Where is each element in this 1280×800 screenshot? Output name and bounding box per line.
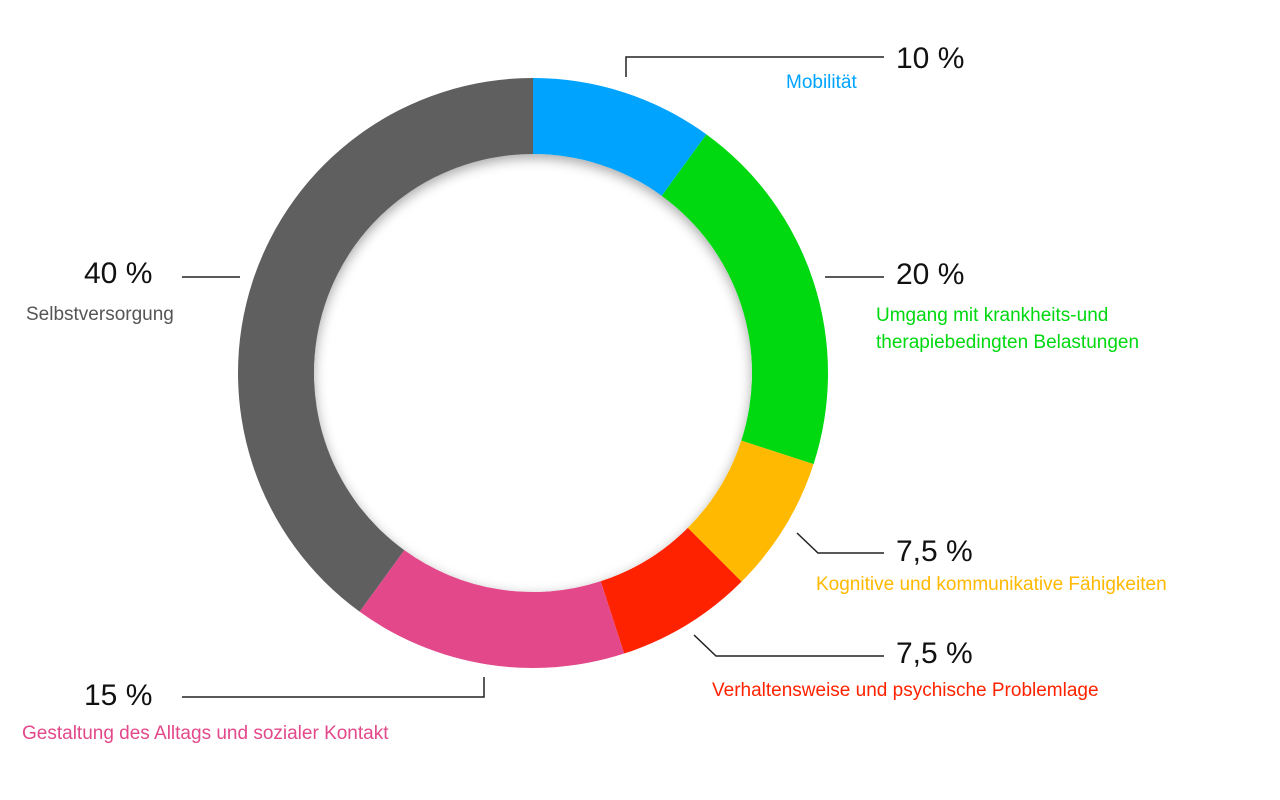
value-label-kognitive: 7,5 % bbox=[896, 535, 973, 568]
category-label-mobilitaet: Mobilität bbox=[786, 72, 857, 93]
leader-line-verhalten bbox=[693, 634, 884, 657]
category-label-verhalten: Verhaltensweise und psychische Problemla… bbox=[712, 680, 1099, 701]
value-label-verhalten: 7,5 % bbox=[896, 637, 973, 670]
donut-slice-mobilitaet bbox=[533, 78, 707, 196]
donut-slice-verhalten bbox=[600, 527, 742, 654]
category-label-belastungen: Umgang mit krankheits-und therapiebeding… bbox=[876, 305, 1140, 353]
category-label-gestaltung: Gestaltung des Alltags und sozialer Kont… bbox=[22, 723, 389, 744]
donut-slice-belastungen bbox=[661, 134, 828, 465]
leader-line-gestaltung bbox=[182, 677, 485, 698]
leader-line-mobilitaet bbox=[625, 56, 884, 77]
value-label-mobilitaet: 10 % bbox=[896, 42, 965, 75]
value-label-selbstversorgung: 40 % bbox=[84, 257, 153, 290]
donut-slice-selbstversorgung bbox=[237, 78, 533, 612]
category-label-kognitive: Kognitive und kommunikative Fähigkeiten bbox=[816, 574, 1167, 595]
leader-line-kognitive bbox=[796, 532, 884, 554]
donut-hole-shadow bbox=[314, 154, 752, 592]
donut-slice-kognitive bbox=[687, 440, 814, 582]
value-label-belastungen: 20 % bbox=[896, 258, 965, 291]
donut-slice-gestaltung bbox=[359, 550, 625, 668]
category-label-selbstversorgung: Selbstversorgung bbox=[26, 304, 174, 325]
value-label-gestaltung: 15 % bbox=[84, 679, 153, 712]
